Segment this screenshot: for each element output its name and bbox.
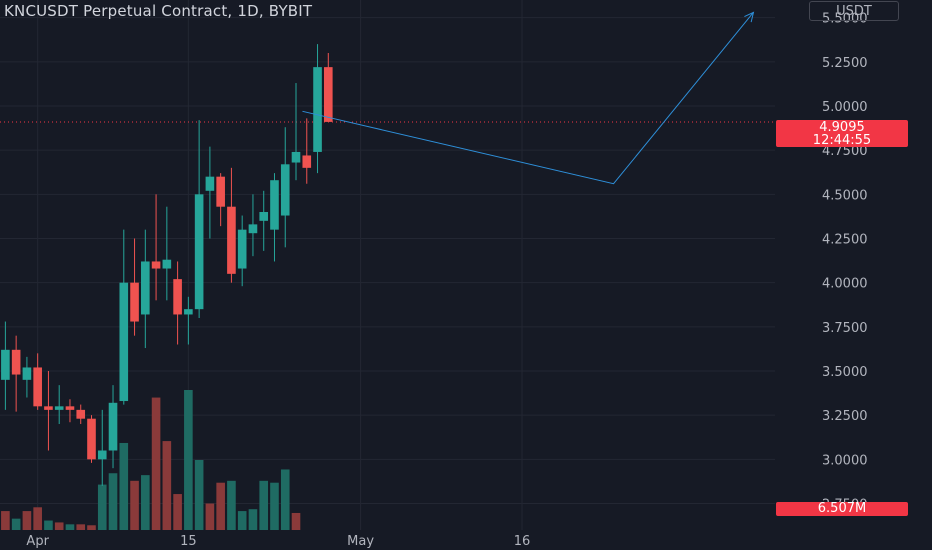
candle-body[interactable] (76, 409, 86, 419)
volume-bar (194, 460, 204, 530)
price-tick-label: 5.0000 (822, 100, 868, 115)
candle-body[interactable] (130, 282, 139, 322)
price-tick-label: 3.2500 (822, 409, 868, 424)
price-tick-label: 4.2500 (822, 233, 868, 248)
candle-body[interactable] (173, 279, 182, 315)
time-tick-label: 16 (514, 534, 531, 549)
volume-bar (280, 469, 290, 530)
price-tick-label: 3.7500 (822, 321, 868, 336)
time-tick-label: Apr (26, 534, 49, 549)
candle-body[interactable] (108, 402, 118, 451)
candle-body[interactable] (216, 176, 225, 207)
time-tick-label: May (347, 534, 374, 549)
volume-bar (151, 397, 161, 530)
volume-bar (216, 482, 225, 530)
candle-body[interactable] (11, 349, 21, 375)
volume-value-tag: 6.507M (776, 502, 908, 516)
candle-body[interactable] (259, 212, 269, 221)
volume-bar (227, 480, 236, 530)
candle-body[interactable] (227, 206, 236, 274)
time-tick-label: 15 (180, 534, 197, 549)
volume-bar (173, 494, 182, 530)
volume-bar (11, 518, 21, 530)
price-tick-label: 4.5000 (822, 188, 868, 203)
volume-bar (184, 390, 193, 530)
projection-arrow-head (744, 11, 755, 23)
candle-body[interactable] (141, 261, 150, 315)
candle-body[interactable] (194, 194, 204, 310)
volume-bar (205, 503, 215, 530)
candle-body[interactable] (119, 282, 129, 402)
candle-body[interactable] (280, 164, 290, 216)
candle-body[interactable] (54, 406, 64, 410)
bar-countdown: 12:44:55 (812, 133, 872, 148)
volume-bar (76, 524, 86, 530)
volume-bar (54, 522, 64, 530)
volume-bar (108, 473, 118, 530)
volume-bar (291, 512, 301, 530)
chart-title: KNCUSDT Perpetual Contract, 1D, BYBIT (4, 2, 313, 20)
volume-bar (97, 484, 107, 530)
candle-body[interactable] (97, 450, 107, 460)
volume-bar (33, 507, 42, 530)
price-tick-label: 3.5000 (822, 365, 868, 380)
volume-bar (87, 525, 96, 530)
volume-bar (162, 441, 172, 530)
candle-body[interactable] (291, 151, 301, 163)
price-tick-label: 5.5000 (822, 12, 868, 27)
candle-body[interactable] (44, 406, 53, 410)
candle-body[interactable] (248, 224, 258, 234)
candle-body[interactable] (184, 309, 193, 315)
price-tick-label: 5.2500 (822, 56, 868, 71)
candles[interactable] (1, 44, 333, 486)
price-tick-label: 3.0000 (822, 453, 868, 468)
candle-body[interactable] (22, 367, 32, 380)
volume-bar (1, 511, 10, 530)
volume-bar (44, 520, 53, 530)
volume-bars (1, 390, 301, 530)
candle-body[interactable] (87, 418, 96, 460)
candle-body[interactable] (302, 155, 312, 168)
volume-bar (65, 524, 75, 530)
candle-body[interactable] (313, 67, 322, 152)
volume-bar (141, 475, 150, 530)
last-price-tag: 4.9095 12:44:55 (776, 120, 908, 147)
candle-body[interactable] (237, 229, 247, 269)
candle-body[interactable] (65, 406, 75, 410)
volume-bar (130, 480, 139, 530)
price-tick-label: 4.7500 (822, 144, 868, 159)
candle-body[interactable] (270, 180, 279, 230)
volume-bar (259, 480, 269, 530)
volume-bar (119, 442, 129, 530)
last-price-value: 4.9095 (819, 120, 865, 135)
candle-body[interactable] (205, 176, 215, 191)
volume-bar (22, 511, 32, 530)
price-axis[interactable]: 2.75003.00003.25003.50003.75004.00004.25… (822, 12, 868, 513)
volume-bar (237, 511, 247, 530)
currency-badge[interactable]: USDT (809, 1, 899, 21)
volume-bar (270, 482, 279, 530)
time-axis[interactable]: Apr 15 May 16 (26, 534, 530, 549)
volume-bar (248, 509, 258, 530)
candle-body[interactable] (33, 367, 42, 407)
projection-arrow-line[interactable] (302, 12, 754, 185)
candle-body[interactable] (323, 67, 333, 122)
price-tick-label: 4.0000 (822, 277, 868, 292)
candle-body[interactable] (162, 259, 172, 269)
candle-body[interactable] (151, 261, 161, 269)
candle-body[interactable] (1, 349, 10, 380)
